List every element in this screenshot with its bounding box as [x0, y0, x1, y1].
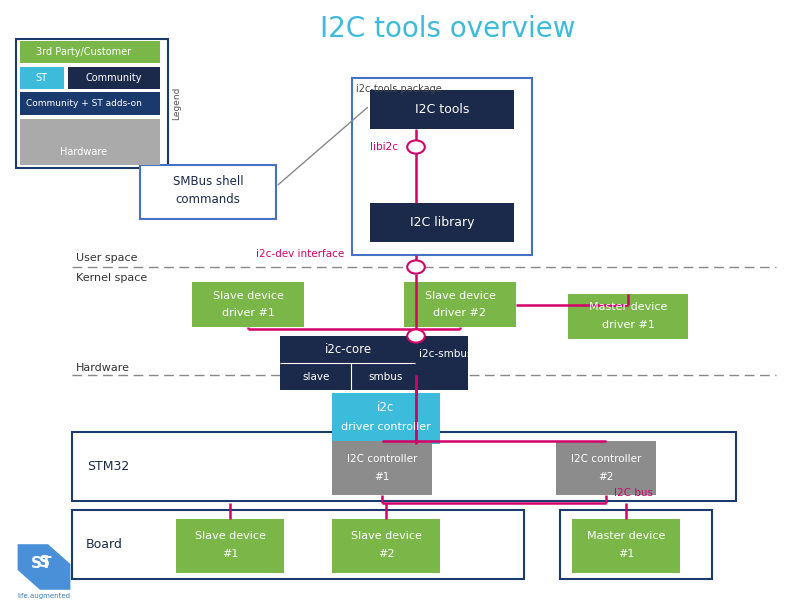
Text: driver #1: driver #1 [602, 320, 654, 331]
Text: driver controller: driver controller [341, 422, 431, 433]
Text: commands: commands [175, 193, 241, 206]
FancyBboxPatch shape [404, 282, 516, 327]
Text: Kernel space: Kernel space [76, 273, 147, 283]
PathPatch shape [18, 544, 70, 590]
Text: #2: #2 [598, 472, 614, 482]
Text: I2C tools: I2C tools [415, 103, 469, 116]
Text: #2: #2 [378, 549, 394, 559]
Text: i2c-tools package: i2c-tools package [356, 84, 442, 94]
FancyBboxPatch shape [572, 519, 680, 573]
Text: Board: Board [86, 538, 122, 551]
Text: Community + ST adds-on: Community + ST adds-on [26, 99, 142, 108]
Text: Hardware: Hardware [61, 147, 107, 157]
Text: Slave device: Slave device [194, 531, 266, 541]
FancyBboxPatch shape [370, 90, 514, 129]
FancyBboxPatch shape [20, 92, 160, 115]
Text: STM32: STM32 [87, 460, 129, 473]
Text: i2c-core: i2c-core [325, 343, 371, 356]
Text: smbus: smbus [368, 371, 402, 382]
Text: driver #1: driver #1 [222, 308, 274, 319]
Text: #1: #1 [374, 472, 390, 482]
FancyBboxPatch shape [20, 119, 160, 165]
Text: Slave device: Slave device [350, 531, 422, 541]
Text: I2C controller: I2C controller [347, 454, 417, 464]
FancyBboxPatch shape [332, 519, 440, 573]
Text: driver #2: driver #2 [434, 308, 486, 319]
Text: #1: #1 [222, 549, 238, 559]
Text: slave: slave [302, 371, 330, 382]
Text: ST: ST [36, 73, 48, 83]
FancyBboxPatch shape [72, 510, 524, 579]
Text: Master device: Master device [589, 302, 667, 313]
FancyBboxPatch shape [16, 39, 168, 168]
Text: Slave device: Slave device [425, 290, 495, 301]
Text: #1: #1 [618, 549, 634, 559]
FancyBboxPatch shape [556, 441, 656, 495]
FancyBboxPatch shape [568, 294, 688, 339]
FancyBboxPatch shape [332, 393, 440, 444]
Text: 3rd Party/Customer: 3rd Party/Customer [37, 47, 131, 57]
Text: Hardware: Hardware [76, 363, 130, 373]
FancyBboxPatch shape [280, 336, 468, 390]
Circle shape [407, 140, 425, 154]
Text: I2C library: I2C library [410, 216, 474, 229]
FancyBboxPatch shape [352, 78, 532, 255]
Circle shape [407, 329, 425, 343]
Text: User space: User space [76, 253, 138, 263]
FancyBboxPatch shape [68, 67, 160, 89]
FancyBboxPatch shape [370, 203, 514, 242]
FancyBboxPatch shape [72, 432, 736, 501]
FancyBboxPatch shape [192, 282, 304, 327]
FancyBboxPatch shape [20, 67, 64, 89]
Text: Community: Community [86, 73, 142, 83]
FancyBboxPatch shape [332, 441, 432, 495]
Text: I2C controller: I2C controller [571, 454, 641, 464]
Text: S: S [38, 556, 50, 570]
Text: i2c-smbus: i2c-smbus [418, 349, 472, 359]
FancyBboxPatch shape [176, 519, 284, 573]
Text: I2C tools overview: I2C tools overview [320, 15, 576, 43]
FancyBboxPatch shape [560, 510, 712, 579]
Text: libi2c: libi2c [370, 142, 398, 152]
FancyBboxPatch shape [140, 165, 276, 219]
Text: Slave device: Slave device [213, 290, 283, 301]
Text: ST: ST [31, 556, 52, 571]
Text: Legend: Legend [172, 87, 181, 120]
Text: i2c-dev interface: i2c-dev interface [256, 248, 344, 259]
Text: Master device: Master device [587, 531, 665, 541]
Text: life.augmented: life.augmented [18, 593, 70, 599]
Circle shape [407, 260, 425, 274]
Text: I2C bus: I2C bus [614, 488, 653, 498]
Text: i2c: i2c [378, 401, 394, 414]
Text: SMBus shell: SMBus shell [173, 175, 243, 188]
FancyBboxPatch shape [20, 41, 160, 63]
